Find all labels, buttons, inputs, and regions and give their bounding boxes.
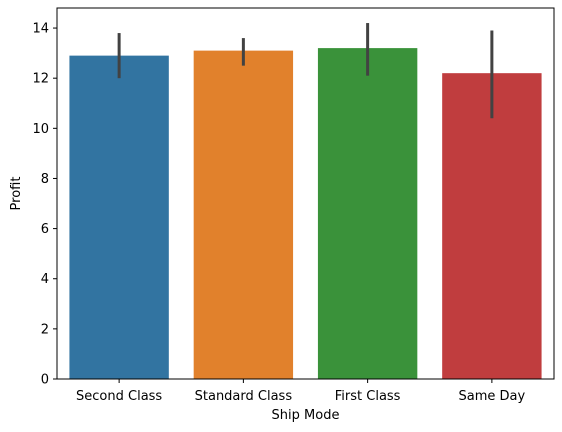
plot-frame: [56, 7, 555, 380]
y-tick-label-5: 10: [32, 122, 49, 137]
bar-3: [442, 73, 542, 380]
y-axis: 0 2 4 6 8 10 12 14: [32, 22, 57, 388]
y-tick-label-3: 6: [41, 222, 49, 237]
y-tick-label-4: 8: [41, 172, 49, 187]
y-tick-label-2: 4: [41, 272, 49, 287]
bars-layer: [69, 48, 542, 380]
bar-2: [317, 48, 418, 380]
y-tick-label-7: 14: [32, 22, 49, 37]
y-tick-label-1: 2: [41, 322, 49, 337]
y-tick-label-6: 12: [32, 72, 49, 87]
error-bars-layer: [117, 23, 494, 119]
x-tick-label-3: Same Day: [459, 389, 526, 404]
x-tick-label-2: First Class: [335, 389, 401, 404]
y-axis-label: Profit: [9, 177, 24, 211]
x-axis: Second Class Standard Class First Class Sam…: [76, 379, 526, 404]
bar-1: [193, 50, 294, 379]
x-tick-label-0: Second Class: [76, 389, 162, 404]
x-tick-label-1: Standard Class: [195, 389, 293, 404]
y-tick-label-0: 0: [41, 373, 49, 388]
bar-0: [69, 55, 169, 379]
x-axis-label: Ship Mode: [272, 408, 340, 423]
